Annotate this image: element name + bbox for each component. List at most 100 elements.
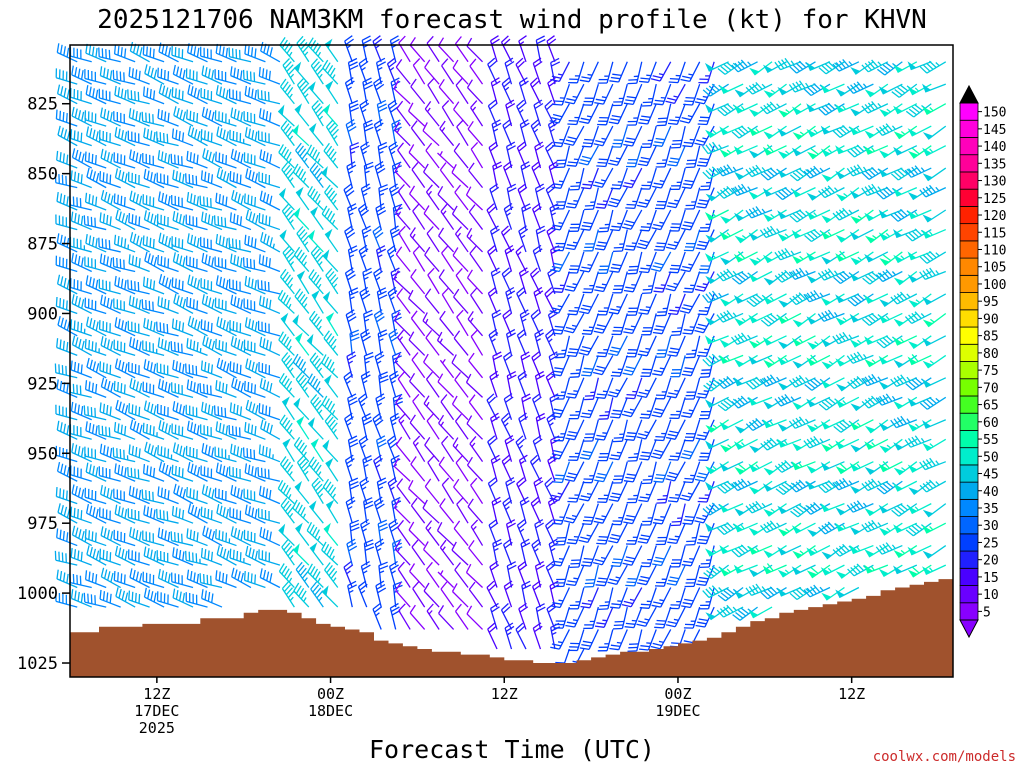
wind-barb: [128, 590, 150, 608]
wind-barb: [293, 397, 310, 421]
wind-barb: [374, 538, 385, 566]
wind-barb: [441, 100, 455, 127]
wind-barb: [185, 363, 208, 379]
wind-barb: [258, 444, 281, 463]
wind-barb: [156, 362, 179, 379]
wind-barb: [324, 562, 339, 588]
wind-barb: [466, 456, 484, 482]
wind-barb: [306, 333, 324, 356]
wind-barb: [281, 161, 295, 188]
colorbar-label: 15: [983, 571, 999, 586]
wind-barb: [260, 419, 281, 440]
wind-barb: [310, 206, 324, 230]
wind-barb: [296, 226, 310, 253]
x-tick-label: 12Z: [491, 685, 518, 703]
wind-barb: [85, 234, 107, 253]
wind-barb: [409, 414, 426, 440]
wind-barb: [292, 353, 310, 379]
wind-barb: [441, 287, 455, 314]
wind-barb: [425, 520, 440, 546]
colorbar-label: 85: [983, 330, 999, 345]
wind-barb: [395, 436, 411, 463]
wind-barb: [142, 340, 165, 357]
wind-barb: [345, 496, 356, 524]
wind-barb: [439, 498, 455, 524]
wind-barb: [456, 119, 469, 147]
wind-barb: [469, 435, 484, 463]
wind-barb: [488, 328, 499, 356]
wind-barb: [173, 106, 194, 127]
wind-barb: [465, 563, 483, 588]
wind-barb: [323, 142, 339, 169]
wind-barb: [231, 190, 252, 211]
wind-barb: [201, 443, 223, 463]
wind-barb: [157, 108, 179, 127]
wind-barb: [215, 338, 237, 357]
wind-barb: [489, 412, 500, 440]
credit-text: coolwx.com/models: [873, 749, 1016, 765]
wind-barb: [426, 35, 440, 63]
wind-barb: [128, 254, 150, 273]
wind-barb: [156, 172, 179, 189]
wind-barb: [396, 478, 411, 505]
wind-barb: [470, 477, 484, 504]
wind-barb: [113, 380, 136, 398]
colorbar-max-arrow: [959, 84, 979, 104]
wind-barb: [127, 508, 150, 524]
wind-barb: [321, 395, 339, 421]
wind-barb: [98, 424, 121, 440]
wind-barb: [295, 561, 310, 588]
wind-barb: [85, 503, 107, 524]
y-tick-label: 875: [27, 235, 58, 255]
wind-barb: [293, 61, 310, 85]
wind-barb: [98, 507, 121, 524]
wind-barb: [243, 298, 266, 315]
wind-barb: [258, 549, 281, 566]
wind-barb: [504, 622, 515, 650]
wind-barb: [425, 184, 440, 211]
wind-barb: [397, 519, 411, 546]
wind-barb: [70, 170, 92, 189]
y-tick-label: 1025: [17, 654, 58, 674]
wind-barb: [113, 234, 136, 253]
wind-barb: [185, 68, 208, 85]
wind-barb: [294, 288, 310, 314]
wind-barb: [397, 184, 411, 211]
wind-barb: [278, 331, 295, 356]
wind-barb: [158, 232, 179, 253]
wind-barb: [85, 275, 107, 295]
wind-barb: [71, 65, 92, 85]
wind-barb: [244, 317, 266, 337]
wind-barb: [325, 80, 339, 105]
wind-barb: [468, 204, 484, 230]
colorbar-segment: [959, 361, 979, 380]
wind-barb: [412, 393, 426, 421]
wind-barb: [228, 237, 252, 253]
wind-barb: [99, 253, 121, 273]
wind-barb: [409, 372, 426, 398]
wind-barb: [465, 373, 483, 398]
wind-barb: [388, 328, 400, 356]
wind-barb: [127, 130, 150, 147]
wind-barb: [127, 320, 150, 337]
wind-barb: [199, 573, 223, 589]
wind-barb: [363, 351, 374, 378]
wind-barb: [56, 274, 78, 295]
wind-barb: [375, 57, 387, 85]
wind-barb: [201, 401, 223, 421]
wind-barb: [506, 183, 517, 211]
wind-barb: [309, 352, 324, 379]
wind-barb: [322, 59, 339, 85]
wind-barb: [309, 162, 324, 189]
wind-barb: [505, 99, 516, 127]
wind-barb: [200, 129, 223, 147]
chart-title: 2025121706 NAM3KM forecast wind profile …: [97, 5, 927, 35]
wind-barb: [244, 422, 266, 440]
wind-barb: [54, 550, 78, 566]
wind-barb: [70, 360, 92, 379]
wind-barb: [281, 203, 295, 230]
wind-barb: [113, 570, 136, 589]
wind-barb: [231, 377, 252, 398]
wind-barb: [185, 255, 208, 273]
wind-barb: [500, 225, 513, 253]
